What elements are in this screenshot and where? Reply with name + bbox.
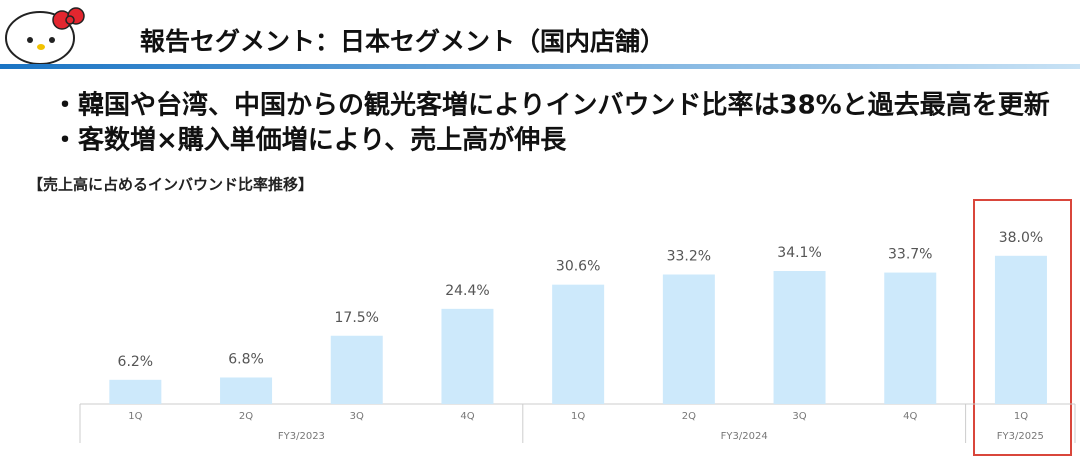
value-label: 24.4% xyxy=(445,283,489,299)
group-label: FY3/2023 xyxy=(278,431,325,442)
logo xyxy=(5,7,85,65)
bar xyxy=(441,308,494,404)
bar xyxy=(552,284,605,404)
header-rule xyxy=(0,64,1080,69)
chart: 6.2% 1Q 6.8% 2Q 17.5% 3Q 24.4% 4Q FY3/2023 30.6% 1… xyxy=(79,230,1076,443)
x-tick-label: 2Q xyxy=(682,411,696,422)
bar xyxy=(994,255,1047,404)
bar xyxy=(884,272,937,404)
x-tick-label: 2Q xyxy=(239,411,253,422)
bar xyxy=(220,377,273,404)
x-tick-label: 3Q xyxy=(350,411,364,422)
slide-title: 報告セグメント：日本セグメント（国内店舗） xyxy=(140,27,665,56)
bullet: ・韓国や台湾、中国からの観光客増によりインバウンド比率は38%と過去最高を更新 xyxy=(52,90,1050,121)
chart-title: 【売上高に占めるインバウンド比率推移】 xyxy=(28,176,313,194)
value-label: 30.6% xyxy=(556,259,600,275)
value-label: 6.8% xyxy=(228,351,264,367)
x-tick-label: 3Q xyxy=(792,411,806,422)
bar xyxy=(773,271,826,404)
value-label: 17.5% xyxy=(335,310,379,326)
x-tick-label: 1Q xyxy=(571,411,585,422)
x-tick-label: 1Q xyxy=(128,411,142,422)
bar xyxy=(109,379,162,404)
value-label: 34.1% xyxy=(777,245,821,261)
x-tick-label: 4Q xyxy=(460,411,474,422)
x-tick-label: 4Q xyxy=(903,411,917,422)
value-label: 33.7% xyxy=(888,247,932,263)
highlight-box xyxy=(973,199,1072,456)
bar xyxy=(330,335,383,404)
value-label: 33.2% xyxy=(667,249,711,265)
group-label: FY3/2025 xyxy=(997,431,1044,442)
x-tick-label: 1Q xyxy=(1014,411,1028,422)
group-label: FY3/2024 xyxy=(721,431,768,442)
bar xyxy=(662,274,715,404)
value-label: 38.0% xyxy=(999,230,1043,246)
bullet: ・客数増×購入単価増により、売上高が伸長 xyxy=(52,125,567,156)
value-label: 6.2% xyxy=(118,354,154,370)
